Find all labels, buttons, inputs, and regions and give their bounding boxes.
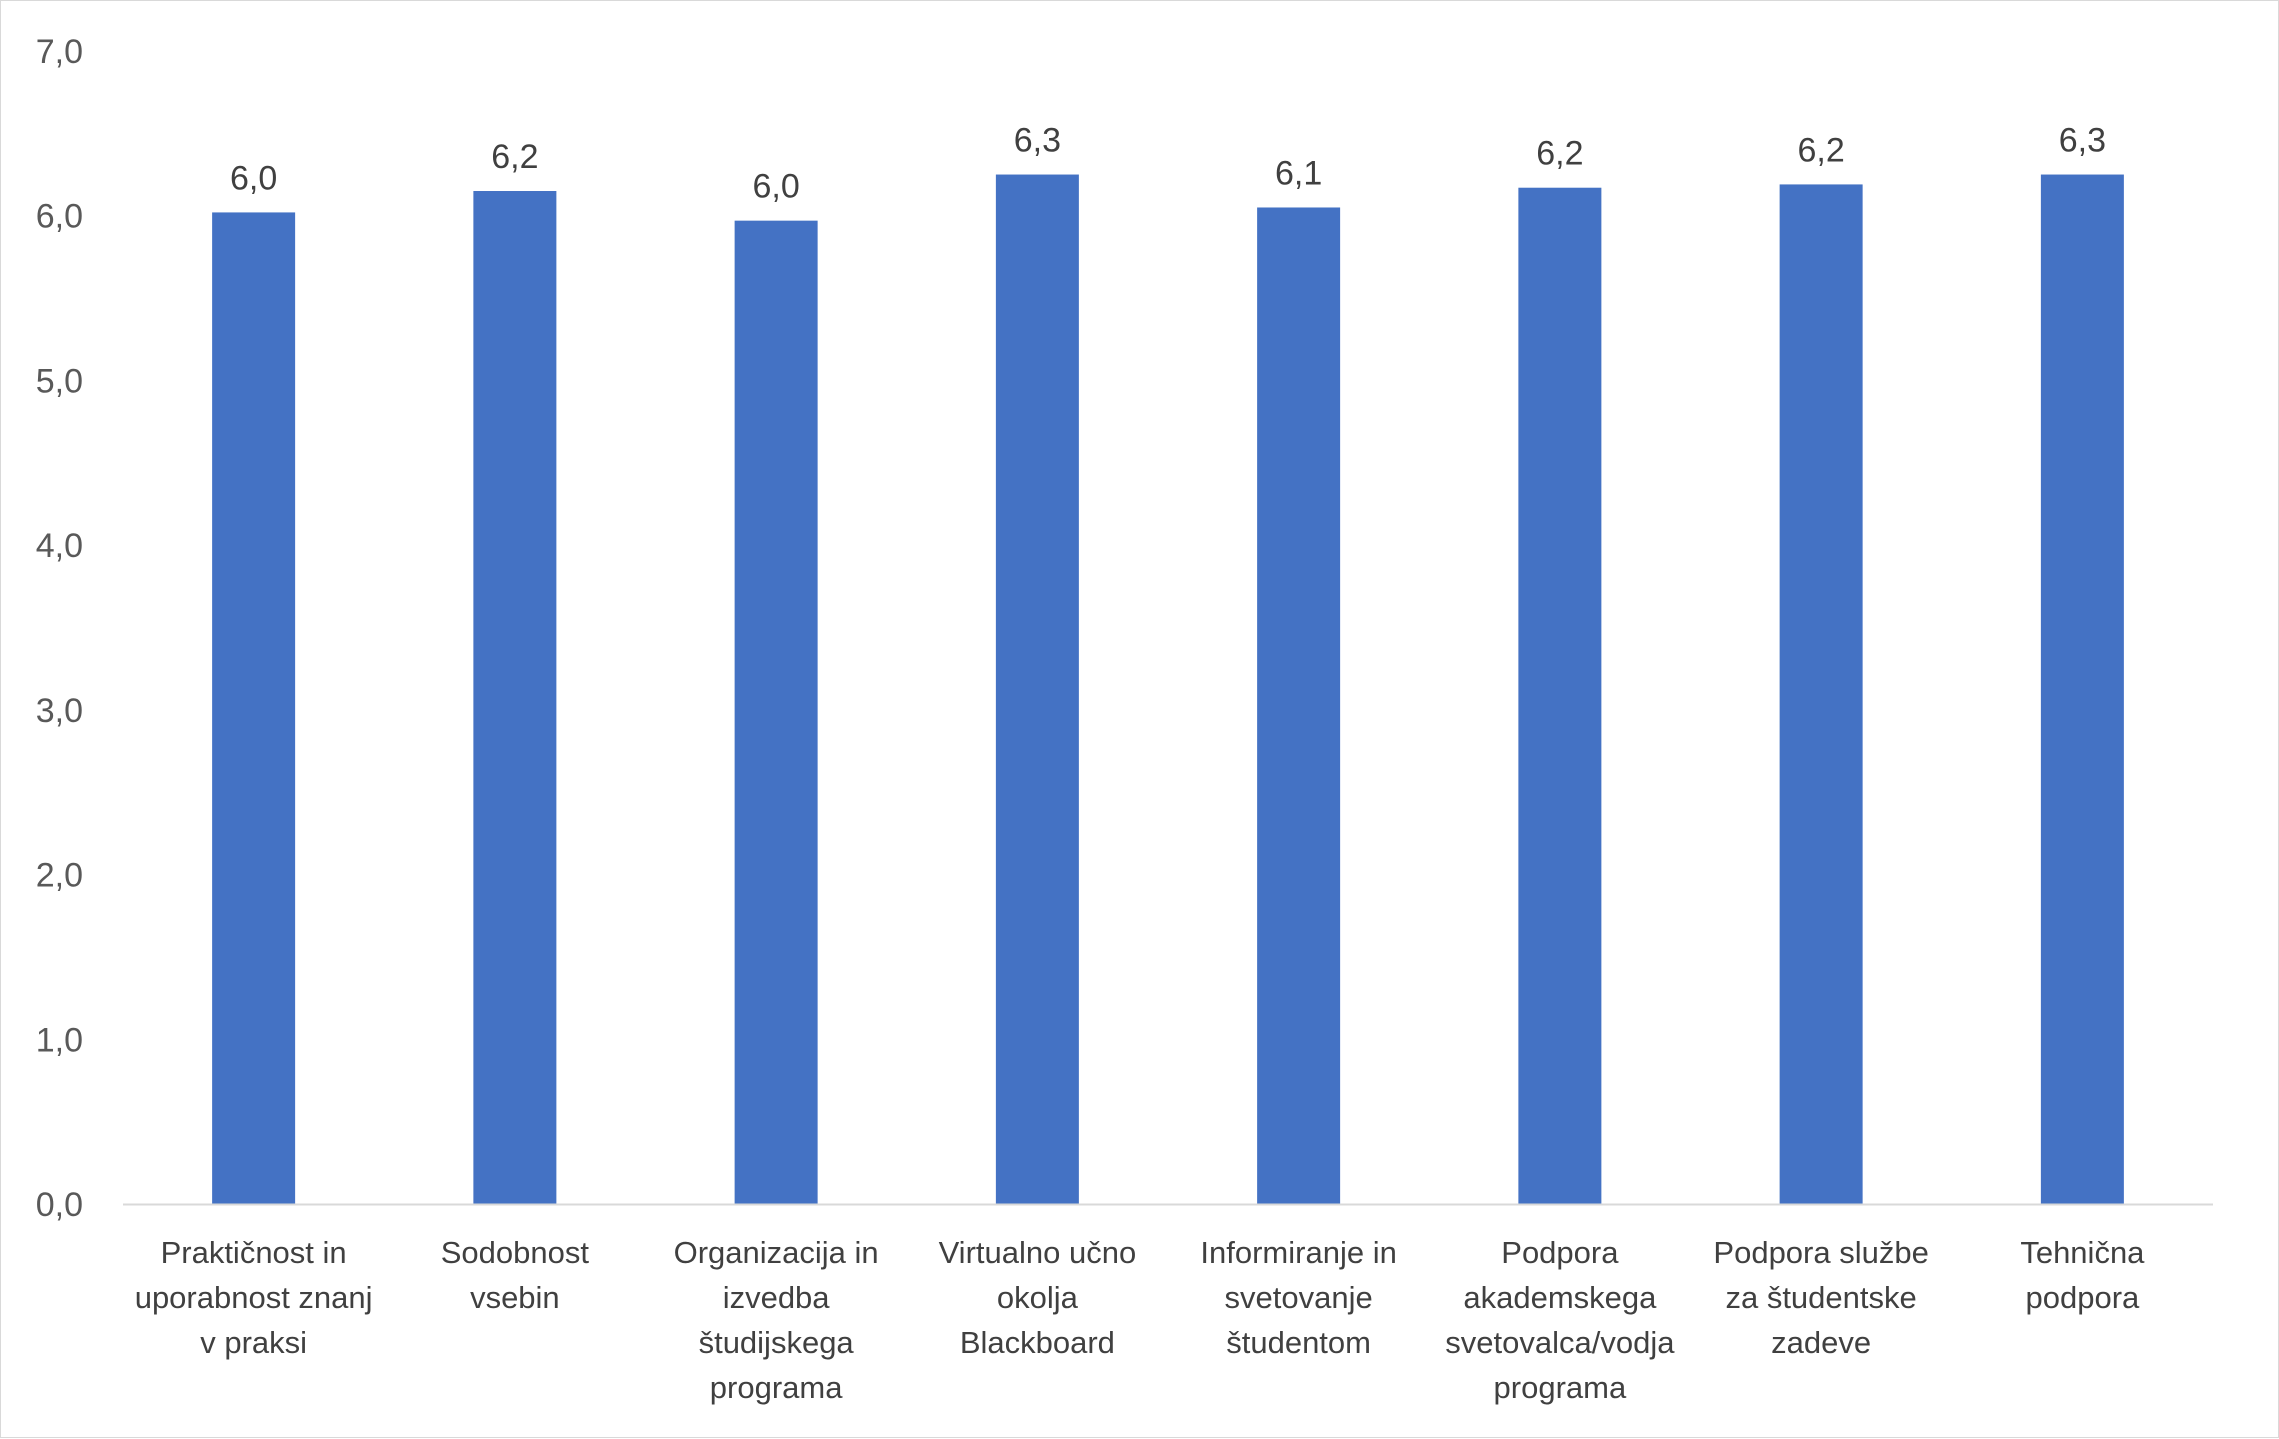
bar: [1518, 187, 1602, 1204]
data-label: 6,1: [1275, 154, 1322, 192]
data-label: 6,3: [1014, 122, 1061, 160]
data-label: 6,0: [752, 168, 799, 206]
x-tick-label: Praktičnost in uporabnost znanj v praksi: [135, 1235, 373, 1360]
y-axis-tick-labels: 0,0 1,0 2,0 3,0 4,0 5,0 6,0 7,0: [36, 33, 83, 1224]
x-tick-label: Podpora akademskega svetovalca/vodja progra…: [1445, 1235, 1675, 1405]
y-tick-label: 5,0: [36, 362, 83, 400]
bar: [1257, 207, 1341, 1204]
data-label: 6,2: [1536, 135, 1583, 173]
y-tick-label: 2,0: [36, 857, 83, 895]
x-tick-label: Organizacija in izvedba študijskega program…: [674, 1235, 879, 1405]
y-tick-label: 6,0: [36, 198, 83, 236]
y-tick-label: 7,0: [36, 33, 83, 71]
x-tick-label: Sodobnost vsebin: [441, 1235, 590, 1315]
y-tick-label: 0,0: [36, 1186, 83, 1224]
x-tick-label: Tehnična podpora: [2020, 1235, 2145, 1315]
bar: [1779, 184, 1863, 1204]
data-label: 6,2: [491, 138, 538, 176]
bar: [473, 191, 557, 1204]
data-label: 6,3: [2059, 122, 2106, 160]
bar: [734, 220, 818, 1205]
bar: [212, 212, 296, 1205]
x-tick-label: Podpora službe za študentske zadeve: [1713, 1235, 1928, 1360]
bar: [995, 174, 1079, 1204]
x-tick-label: Virtualno učno okolja Blackboard: [939, 1235, 1137, 1360]
data-label: 6,2: [1797, 131, 1844, 169]
data-labels: 6,0 6,2 6,0 6,3 6,1 6,2 6,2 6,3: [230, 122, 2106, 206]
bars: [212, 174, 2124, 1205]
y-tick-label: 1,0: [36, 1021, 83, 1059]
x-tick-label: Informiranje in svetovanje študentom: [1200, 1235, 1396, 1360]
y-tick-label: 3,0: [36, 692, 83, 730]
bar: [2040, 174, 2124, 1204]
x-axis-category-labels: Praktičnost in uporabnost znanj v praksi So…: [135, 1235, 2145, 1405]
data-label: 6,0: [230, 159, 277, 197]
y-tick-label: 4,0: [36, 527, 83, 565]
